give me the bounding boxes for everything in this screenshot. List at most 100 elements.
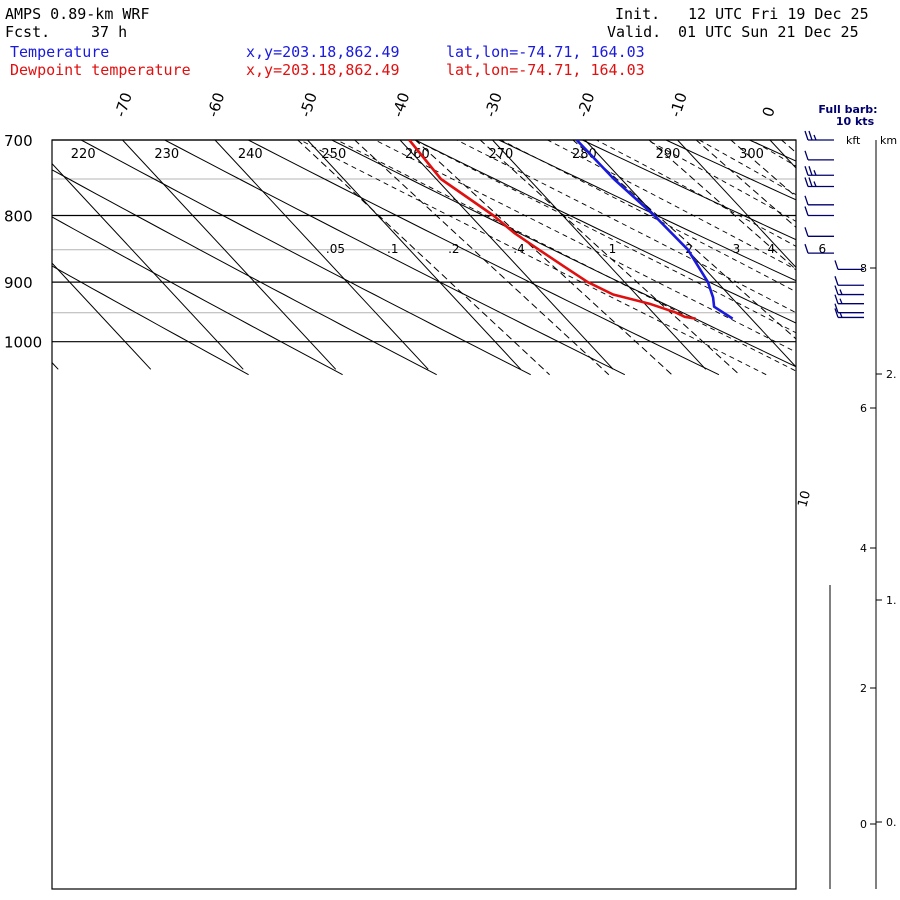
wind-barb-880 — [834, 260, 864, 271]
moist-adiabat — [299, 140, 767, 376]
wind-barbs — [804, 130, 864, 889]
mixing-ratio-line — [780, 140, 796, 154]
moist-adiabat — [335, 140, 796, 372]
moist-adiabat — [499, 140, 796, 293]
mixing-ratio-line — [648, 140, 796, 271]
wind-barb-905 — [834, 276, 864, 286]
barb-flag — [808, 166, 813, 176]
moist-adiabat — [595, 140, 796, 247]
barb-half-flag — [813, 134, 817, 141]
isotherm--80 — [52, 162, 244, 370]
kft-tick-label: 4 — [860, 542, 867, 555]
wind-key-line1: Full barb: — [818, 103, 877, 116]
wind-barb-745 — [804, 166, 834, 176]
barb-half-flag — [813, 181, 817, 187]
theta-label-290: 290 — [656, 147, 681, 162]
wind-barb-830 — [804, 227, 834, 237]
mixing-ratio-line — [479, 140, 740, 376]
height-axis-kft-title: kft — [846, 134, 861, 147]
legend-dewpoint-xy: x,y=203.18,862.49 — [246, 61, 400, 79]
mixing-ratio-label: 3 — [733, 242, 741, 256]
barb-flag — [804, 166, 809, 176]
barb-flag — [804, 243, 809, 254]
mixing-ratio-label: 4 — [768, 242, 776, 256]
mixing-ratio-label: .05 — [326, 242, 345, 256]
dry-adiabat-200 — [52, 216, 343, 376]
legend-temperature-label: Temperature — [10, 43, 110, 61]
isotherm--40 — [399, 140, 614, 370]
valid-time: 01 UTC Sun 21 Dec 25 — [678, 23, 859, 41]
theta-label-280: 280 — [572, 147, 597, 162]
isotherm-label--40: -40 — [389, 90, 414, 119]
barb-half-flag — [839, 312, 843, 318]
mixing-ratio-line — [414, 140, 673, 376]
wind-barb-760 — [804, 177, 834, 188]
chart-labels: 700 800 900 1000 -70 -60 -50 -40 -30 -20 -10 0 220 23… — [4, 90, 826, 509]
moist-adiabat — [840, 132, 900, 375]
barb-half-flag — [813, 169, 817, 176]
isotherm-label-0: 0 — [759, 105, 779, 120]
barb-flag — [804, 177, 809, 187]
isotherm--10 — [677, 140, 796, 269]
barb-flag — [804, 130, 809, 141]
isotherm--60 — [214, 140, 429, 370]
pressure-label-700: 700 — [4, 132, 33, 150]
wind-barb-785 — [804, 195, 834, 206]
legend-dewpoint-latlon: lat,lon=-74.71, 164.03 — [446, 61, 645, 79]
mixing-ratio-label: .2 — [448, 242, 459, 256]
moist-adiabat — [455, 140, 796, 314]
mixing-ratio-line — [839, 132, 900, 375]
isotherm-label--70: -70 — [111, 90, 136, 119]
barb-flag — [804, 227, 809, 237]
wind-barb-950 — [834, 303, 864, 314]
dry-adiabat-260 — [414, 140, 796, 324]
forecast-label: Fcst. — [5, 23, 51, 41]
temperature-profile — [575, 140, 734, 320]
dry-adiabat-210 — [52, 169, 437, 376]
moist-adiabat — [413, 140, 796, 334]
forecast-hours: 37 h — [91, 23, 128, 41]
isotherm--50 — [307, 140, 522, 370]
isotherm--90 — [52, 262, 152, 370]
mixing-ratio-label: 6 — [819, 242, 827, 256]
wind-barb-855 — [804, 243, 834, 254]
isotherm-label--20: -20 — [574, 90, 599, 119]
barb-half-flag — [839, 298, 843, 304]
dry-adiabat-220 — [80, 140, 531, 376]
model-title: AMPS 0.89-km WRF — [5, 5, 150, 23]
plot-border — [51, 139, 797, 890]
chart-grid — [52, 132, 900, 376]
init-time: 12 UTC Fri 19 Dec 25 — [688, 5, 869, 23]
dry-adiabat-280 — [581, 140, 796, 241]
moist-adiabat — [888, 132, 900, 375]
kft-tick-label: 0 — [860, 818, 867, 831]
isotherm--70 — [122, 140, 337, 370]
isotherm-10 — [863, 140, 900, 369]
isotherm-0 — [769, 140, 796, 169]
theta-label-230: 230 — [154, 147, 179, 162]
isotherm-label--50: -50 — [296, 90, 321, 119]
mixing-ratio-label: .1 — [387, 242, 398, 256]
isotherm-label--60: -60 — [204, 90, 229, 119]
pressure-label-900: 900 — [4, 274, 33, 292]
theta-label-250: 250 — [321, 147, 346, 162]
isotherm-label--30: -30 — [481, 90, 506, 119]
mixing-ratio-line — [353, 140, 610, 376]
pressure-label-1000: 1000 — [4, 334, 42, 352]
dry-adiabat-290 — [664, 140, 796, 201]
legend-dewpoint-label: Dewpoint temperature — [10, 61, 191, 79]
dry-adiabat-240 — [247, 140, 720, 376]
isotherm-label--10: -10 — [666, 90, 691, 119]
legend-temperature-xy: x,y=203.18,862.49 — [246, 43, 400, 61]
dewpoint-profile — [408, 140, 696, 320]
wind-barb-700 — [804, 130, 834, 141]
theta-label-220: 220 — [71, 147, 96, 162]
kft-tick-label: 8 — [860, 262, 867, 275]
mixing-ratio-line — [695, 140, 796, 228]
valid-label: Valid. — [607, 23, 662, 41]
moist-adiabat — [374, 140, 796, 353]
mixing-ratio-line — [296, 140, 550, 376]
km-tick-label: 0. — [886, 816, 897, 829]
kft-tick-label: 6 — [860, 402, 867, 415]
